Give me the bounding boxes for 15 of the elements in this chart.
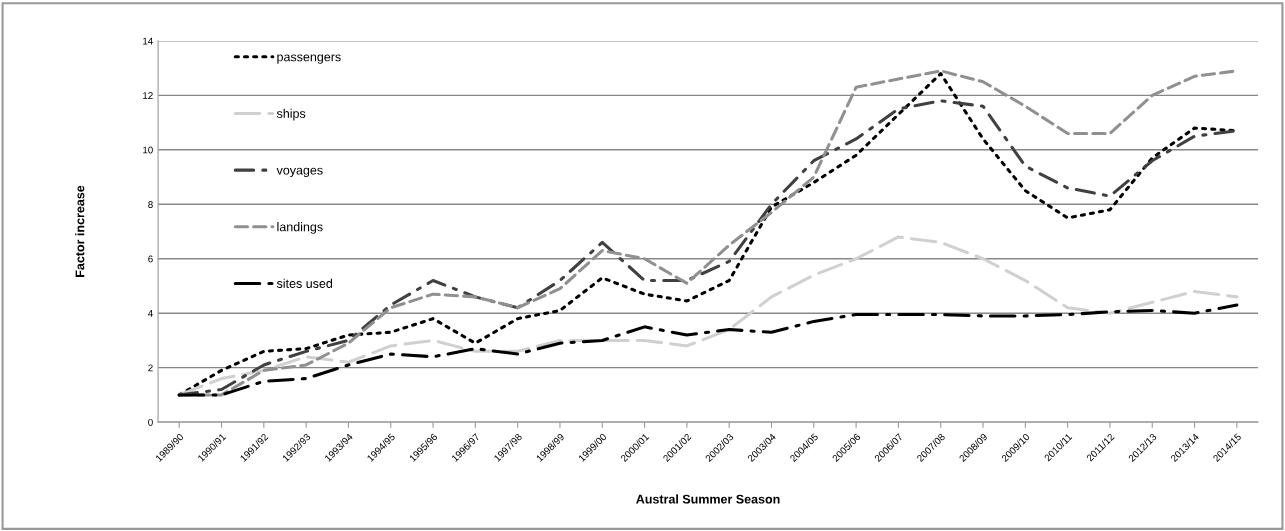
legend-label: sites used (276, 278, 333, 288)
y-tick-label: 4 (148, 310, 153, 317)
y-tick-label: 2 (148, 364, 153, 372)
legend-label: ships (276, 108, 306, 121)
y-axis-title: Factor increase (75, 185, 85, 277)
x-axis-title: Austral Summer Season (636, 494, 780, 504)
legend-label: landings (277, 222, 323, 234)
y-tick-label: 10 (143, 146, 153, 154)
y-tick-label: 6 (148, 255, 153, 263)
y-tick-label: 0 (148, 418, 153, 426)
y-tick-label: 14 (143, 37, 153, 45)
legend-label: passengers (277, 54, 341, 64)
legend-label: voyages (276, 167, 323, 178)
y-tick-label: 12 (143, 92, 153, 99)
y-tick-label: 8 (148, 201, 153, 208)
